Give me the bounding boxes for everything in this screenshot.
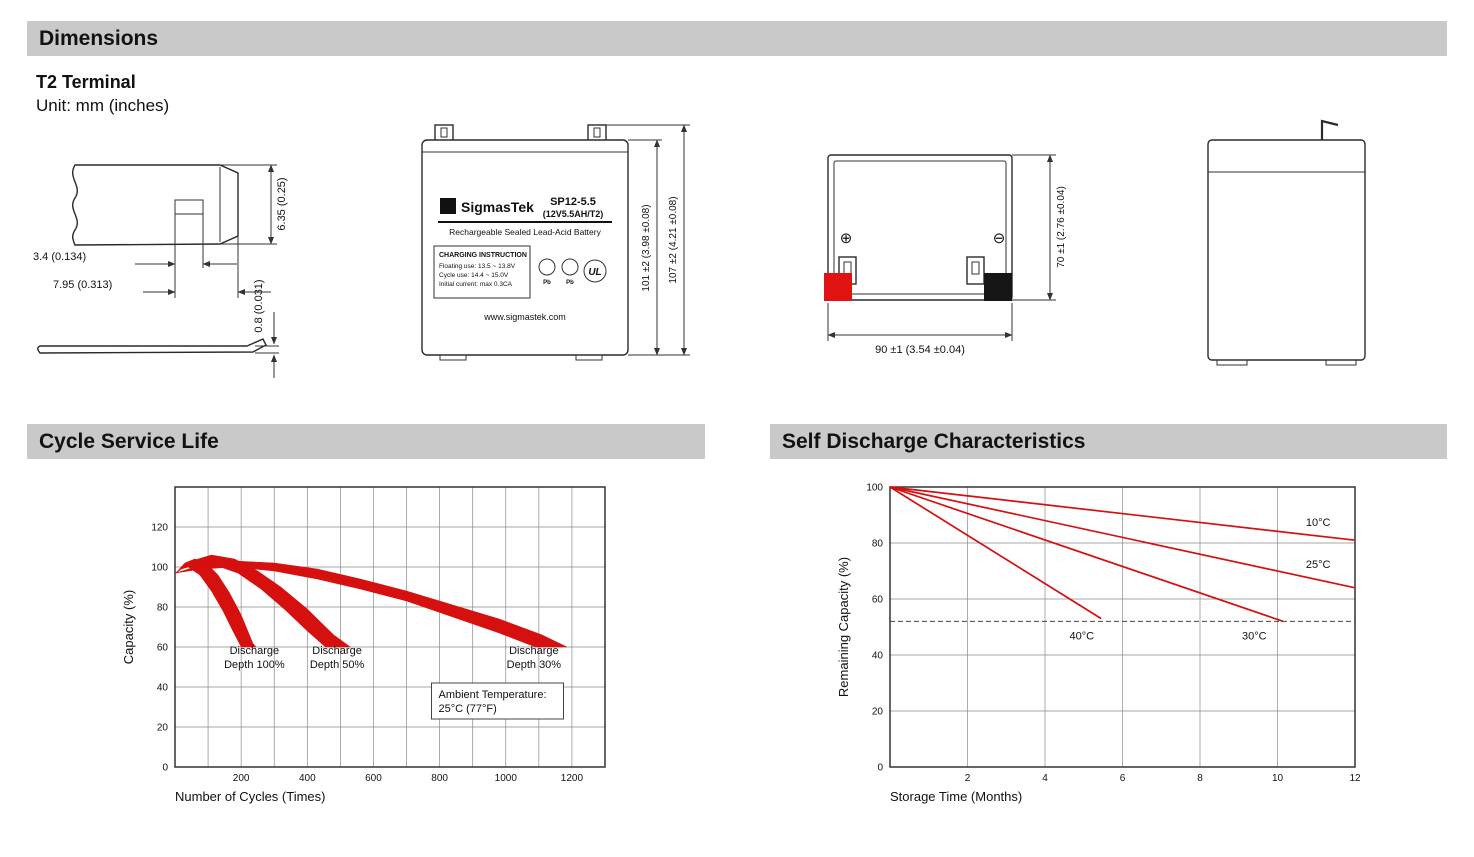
model-number: SP12-5.5	[550, 196, 596, 208]
side-terminal-blade	[1320, 119, 1339, 140]
battery-side-view-drawing	[1207, 119, 1366, 366]
dim-label-total-height: 107 ±2 (4.21 ±0.08)	[668, 196, 679, 283]
svg-text:25°C: 25°C	[1306, 559, 1331, 571]
svg-text:0: 0	[877, 763, 883, 774]
terminal-detail-drawing: 6.35 (0.25) 3.4 (0.134) 7.95 (0.313) 0.8…	[33, 164, 288, 378]
svg-text:1000: 1000	[495, 773, 518, 784]
battery-front-view-drawing: Σ SigmasTek SP12-5.5 (12V5.5AH/T2) Recha…	[421, 124, 690, 361]
svg-text:Capacity (%): Capacity (%)	[121, 590, 136, 664]
cycle-service-life-chart: 0 20 40 60 80 100 120 200 400 600 800 1000 1200 Disch…	[121, 486, 606, 804]
unit-note: Unit: mm (inches)	[36, 96, 170, 115]
svg-text:10: 10	[1272, 773, 1284, 784]
svg-text:25°C (77°F): 25°C (77°F)	[439, 703, 497, 715]
svg-text:Remaining Capacity (%): Remaining Capacity (%)	[836, 557, 851, 697]
website-url: www.sigmastek.com	[483, 312, 566, 322]
side-body	[1207, 139, 1366, 361]
battery-body	[421, 139, 629, 356]
charging-line-2: Cycle use: 14.4 ~ 15.0V	[439, 272, 509, 279]
svg-text:60: 60	[157, 643, 169, 654]
recycle-pb-icon	[538, 258, 556, 276]
svg-text:400: 400	[299, 773, 316, 784]
ul-mark-icon	[583, 259, 607, 283]
section-title: Self Discharge Characteristics	[782, 429, 1086, 453]
dim-label-width: 90 ±1 (3.54 ±0.04)	[875, 344, 965, 356]
svg-text:20: 20	[872, 707, 884, 718]
svg-text:80: 80	[872, 539, 884, 550]
recycle-pb-label: Pb	[543, 280, 551, 286]
section-header-cycle-life: Cycle Service Life	[27, 424, 705, 459]
brand-name: SigmasTek	[461, 199, 534, 215]
charging-line-3: Initial current: max 0.3CA	[439, 281, 513, 288]
svg-text:12: 12	[1349, 773, 1361, 784]
svg-text:Storage Time (Months): Storage Time (Months)	[890, 789, 1022, 804]
rear-body-inner	[833, 160, 1007, 295]
svg-text:120: 120	[151, 523, 168, 534]
charging-instruction-box	[433, 245, 531, 299]
positive-terminal-symbol: ⊕	[840, 230, 853, 247]
svg-text:0: 0	[162, 763, 168, 774]
battery-rear-view-drawing: ⊕ ⊖ 90 ±1 (3.54 ±0.04) 70 ±1 (2.76 ±0.04…	[824, 154, 1067, 356]
svg-text:Number of Cycles (Times): Number of Cycles (Times)	[175, 789, 325, 804]
svg-text:Discharge: Discharge	[230, 645, 280, 657]
ul-mark-label: UL	[588, 267, 601, 278]
svg-text:Discharge: Discharge	[312, 645, 362, 657]
svg-text:40°C: 40°C	[1070, 631, 1095, 643]
terminal-plate-outline	[37, 338, 267, 354]
section-title: Cycle Service Life	[39, 429, 219, 453]
self-discharge-chart: 0 20 40 60 80 100 2 4 6 8 10 12 10°C 25°C 30°C 40°C Stor…	[836, 483, 1361, 805]
svg-text:Depth 30%: Depth 30%	[507, 659, 562, 671]
svg-text:Discharge: Discharge	[509, 645, 559, 657]
svg-text:800: 800	[431, 773, 448, 784]
brand-logo-icon	[440, 198, 456, 214]
dim-label-case-height: 101 ±2 (3.98 ±0.08)	[641, 204, 652, 291]
terminal-blade-outline	[72, 164, 239, 246]
section-title: Dimensions	[39, 26, 159, 50]
svg-text:1200: 1200	[561, 773, 584, 784]
front-terminal-right	[587, 124, 607, 142]
terminal-type-title: T2 Terminal	[36, 72, 136, 92]
pb-warning-label: Pb	[566, 280, 574, 286]
svg-text:600: 600	[365, 773, 382, 784]
svg-text:4: 4	[1042, 773, 1048, 784]
svg-text:20: 20	[157, 723, 169, 734]
svg-text:8: 8	[1197, 773, 1203, 784]
terminal-slot	[174, 199, 204, 215]
svg-text:2: 2	[965, 773, 971, 784]
section-header-self-discharge: Self Discharge Characteristics	[770, 424, 1447, 459]
rear-body-outer	[827, 154, 1013, 301]
svg-text:200: 200	[233, 773, 250, 784]
charging-instruction-title: CHARGING INSTRUCTION	[439, 252, 527, 259]
front-terminal-left	[434, 124, 454, 142]
pb-warning-icon	[561, 258, 579, 276]
svg-text:6: 6	[1120, 773, 1126, 784]
svg-text:30°C: 30°C	[1242, 631, 1267, 643]
battery-subtitle: Rechargeable Sealed Lead-Acid Battery	[449, 227, 601, 237]
svg-text:40: 40	[872, 651, 884, 662]
svg-text:Ambient Temperature:: Ambient Temperature:	[439, 689, 547, 701]
brand-logo-glyph: Σ	[444, 200, 451, 214]
negative-terminal-symbol: ⊖	[993, 230, 1006, 247]
positive-terminal-marker	[824, 273, 852, 301]
dim-label-plate-thickness: 0.8 (0.031)	[253, 279, 265, 332]
dim-label-tab-width: 7.95 (0.313)	[53, 279, 112, 291]
negative-terminal-marker	[984, 273, 1012, 301]
dim-label-depth: 70 ±1 (2.76 ±0.04)	[1056, 186, 1067, 268]
svg-text:Depth 100%: Depth 100%	[224, 659, 285, 671]
svg-text:100: 100	[151, 563, 168, 574]
rear-tab-right	[966, 256, 985, 285]
svg-text:80: 80	[157, 603, 169, 614]
dim-label-slot-width: 3.4 (0.134)	[33, 251, 86, 263]
svg-text:60: 60	[872, 595, 884, 606]
svg-text:Depth 50%: Depth 50%	[310, 659, 365, 671]
svg-text:40: 40	[157, 683, 169, 694]
dim-label-tab-height: 6.35 (0.25)	[276, 177, 288, 230]
svg-text:100: 100	[866, 483, 883, 494]
charging-line-1: Floating use: 13.5 ~ 13.8V	[439, 263, 516, 270]
section-header-dimensions: Dimensions	[27, 21, 1447, 56]
svg-text:10°C: 10°C	[1306, 517, 1331, 529]
model-spec: (12V5.5AH/T2)	[543, 209, 604, 219]
